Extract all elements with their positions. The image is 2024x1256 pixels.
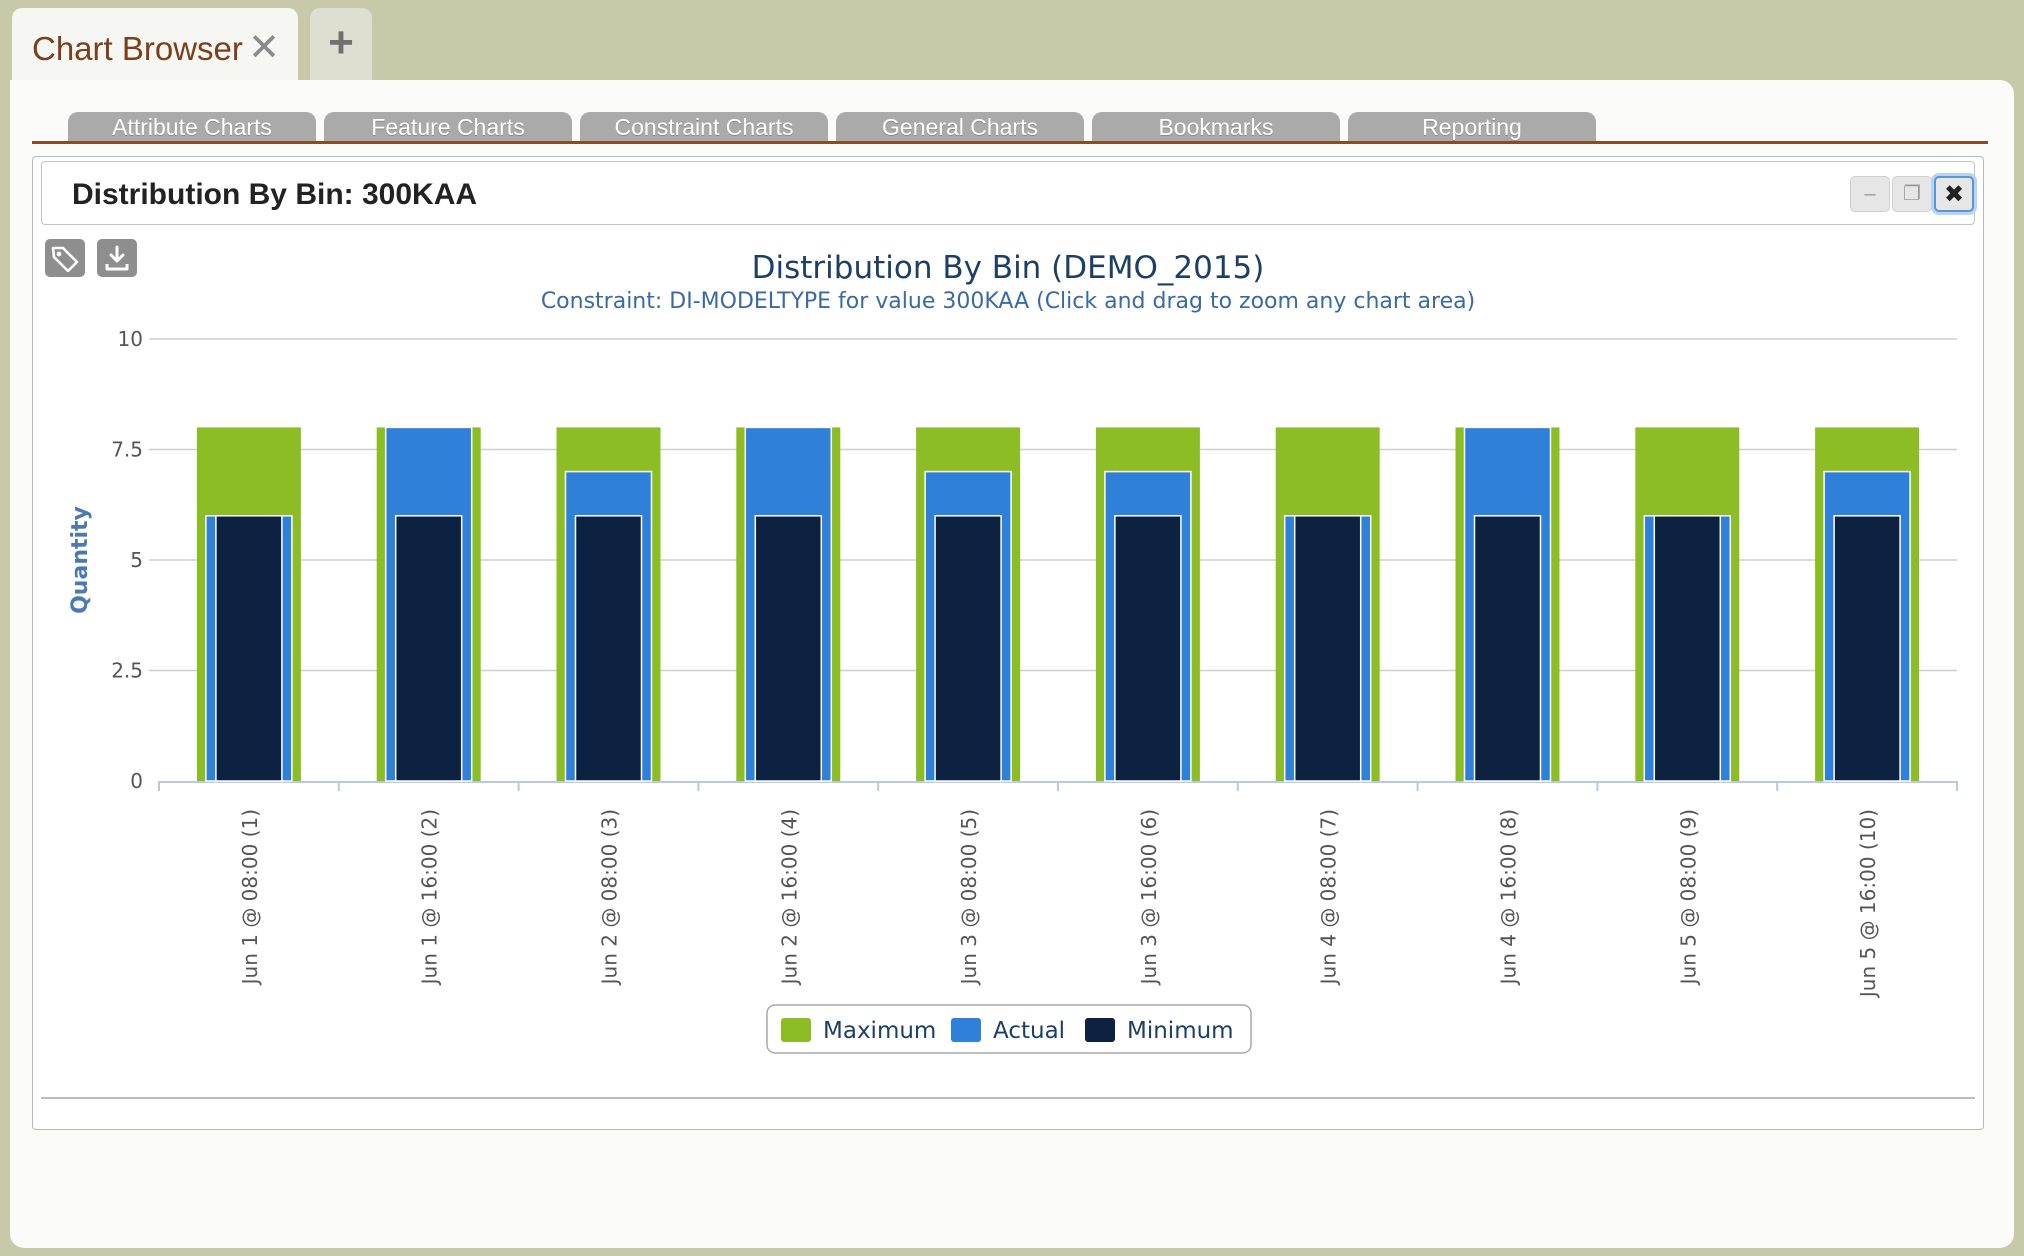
tab-feature-charts[interactable]: Feature Charts [324,112,572,142]
new-tab-button[interactable]: + [310,8,372,80]
bar-minimum [394,515,463,782]
close-icon[interactable]: ✕ [248,27,280,69]
bar-chart[interactable]: Distribution By Bin (DEMO_2015) Constrain… [33,157,1983,1087]
y-axis-title: Quantity [68,506,93,614]
x-tick-label: Jun 3 @ 08:00 (5) [957,809,981,986]
download-button[interactable] [97,239,137,277]
bar-minimum [1653,515,1722,782]
widget-header: Distribution By Bin: 300KAA – ❐ ✖ [41,161,1975,225]
bar-minimum [1114,515,1182,782]
close-widget-button[interactable]: ✖ [1934,176,1974,212]
chart-subtitle: Constraint: DI-MODELTYPE for value 300KA… [541,289,1475,314]
tab-bookmarks[interactable]: Bookmarks [1092,112,1340,142]
bar-minimum [934,515,1002,782]
tag-icon [51,246,79,272]
legend-swatch [1085,1018,1115,1042]
y-tick-label: 10 [118,327,143,351]
widget-footer-divider [41,1097,1975,1099]
widget-title: Distribution By Bin: 300KAA [72,178,478,211]
legend-box [766,1004,1252,1054]
tab-reporting[interactable]: Reporting [1348,112,1596,142]
tab-chart-browser[interactable]: Chart Browser ✕ [12,8,298,90]
chart-widget: Distribution By Bin: 300KAA – ❐ ✖ Distri… [32,156,1984,1130]
chart-title: Distribution By Bin (DEMO_2015) [752,250,1265,286]
x-tick-label: Jun 1 @ 08:00 (1) [238,809,262,986]
x-tick-label: Jun 1 @ 16:00 (2) [418,809,442,986]
y-tick-label: 5 [130,548,143,572]
tab-constraint-charts[interactable]: Constraint Charts [580,112,828,142]
tab-general-charts[interactable]: General Charts [836,112,1084,142]
restore-button[interactable]: ❐ [1892,176,1932,212]
legend-swatch [951,1018,981,1042]
tab-title: Chart Browser [32,30,243,67]
x-tick-label: Jun 4 @ 08:00 (7) [1317,809,1341,986]
x-tick-label: Jun 2 @ 08:00 (3) [598,809,622,986]
legend-label: Minimum [1127,1018,1234,1044]
legend-label: Actual [993,1018,1065,1044]
bar-minimum [215,515,283,782]
x-tick-label: Jun 4 @ 16:00 (8) [1497,809,1521,986]
bar-minimum [1293,515,1362,782]
bar-minimum [754,515,823,782]
minimize-button[interactable]: – [1850,176,1890,212]
download-icon [105,245,129,271]
y-tick-label: 7.5 [111,438,143,462]
legend-swatch [781,1018,811,1042]
y-tick-label: 0 [130,769,143,793]
legend-label: Maximum [823,1018,936,1044]
x-tick-label: Jun 5 @ 08:00 (9) [1676,809,1700,986]
bar-minimum [574,515,643,782]
tag-button[interactable] [45,239,85,277]
x-tick-label: Jun 2 @ 16:00 (4) [777,809,801,986]
tab-attribute-charts[interactable]: Attribute Charts [68,112,316,142]
y-tick-label: 2.5 [111,659,143,683]
x-tick-label: Jun 5 @ 16:00 (10) [1856,809,1880,999]
x-tick-label: Jun 3 @ 16:00 (6) [1137,809,1161,986]
bar-minimum [1473,515,1542,782]
tabs-divider [32,141,1988,144]
bar-minimum [1833,515,1901,782]
